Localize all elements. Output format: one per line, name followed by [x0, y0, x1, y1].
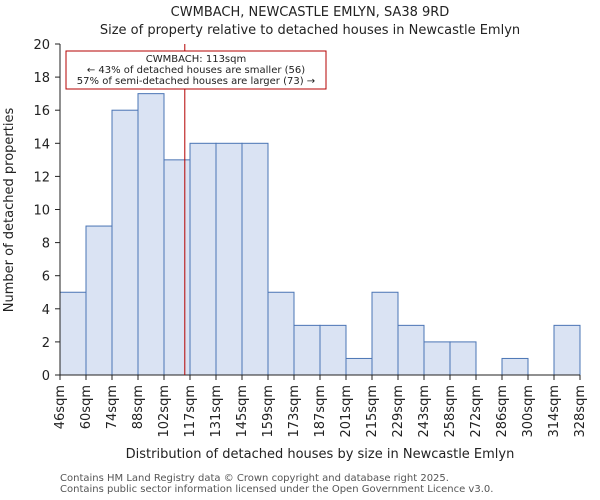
- x-tick-label: 60sqm: [79, 385, 94, 429]
- x-tick-label: 187sqm: [313, 385, 328, 438]
- bars-group: [59, 93, 581, 376]
- bar-215sqm: [371, 291, 399, 376]
- chart-subtitle: Size of property relative to detached ho…: [100, 23, 520, 38]
- bar-173sqm: [293, 324, 321, 376]
- x-tick-label: 145sqm: [235, 385, 250, 438]
- x-tick-label: 258sqm: [443, 385, 458, 438]
- annotation-line-3: 57% of semi-detached houses are larger (…: [77, 76, 315, 87]
- annotation-line-1: CWMBACH: 113sqm: [146, 54, 246, 65]
- y-tick-label: 20: [33, 38, 50, 53]
- y-tick-label: 2: [42, 336, 50, 351]
- x-tick-label: 88sqm: [131, 385, 146, 429]
- y-tick-label: 4: [42, 303, 50, 318]
- footer-copyright: Contains HM Land Registry data © Crown c…: [60, 473, 449, 484]
- x-tick-label: 201sqm: [339, 385, 354, 438]
- bar-102sqm: [163, 159, 191, 376]
- x-tick-label: 117sqm: [183, 385, 198, 438]
- bar-229sqm: [397, 324, 425, 376]
- x-axis-label: Distribution of detached houses by size …: [126, 447, 515, 462]
- x-tick-label: 243sqm: [417, 385, 432, 438]
- x-tick-label: 173sqm: [287, 385, 302, 438]
- y-axis-ticks: 0 2 4 6 8 10 12 14 16 18 20: [33, 38, 60, 384]
- bar-46sqm: [59, 291, 87, 376]
- bar-60sqm: [85, 225, 113, 376]
- x-tick-label: 300sqm: [521, 385, 536, 438]
- x-tick-label: 229sqm: [391, 385, 406, 438]
- bar-88sqm: [137, 93, 165, 376]
- bar-314sqm: [553, 324, 581, 376]
- bar-74sqm: [111, 109, 139, 376]
- x-tick-label: 46sqm: [53, 385, 68, 429]
- y-tick-label: 18: [33, 71, 50, 86]
- y-tick-label: 12: [33, 170, 50, 185]
- bar-201sqm: [345, 357, 373, 376]
- bar-258sqm: [449, 341, 477, 376]
- annotation-box: CWMBACH: 113sqm ← 43% of detached houses…: [65, 50, 327, 90]
- x-tick-label: 215sqm: [365, 385, 380, 438]
- bar-286sqm: [501, 357, 529, 376]
- bar-117sqm: [189, 142, 217, 376]
- x-tick-label: 102sqm: [157, 385, 172, 438]
- annotation-line-2: ← 43% of detached houses are smaller (56…: [87, 65, 305, 76]
- y-tick-label: 8: [42, 237, 50, 252]
- x-tick-label: 314sqm: [547, 385, 562, 438]
- y-axis-label: Number of detached properties: [2, 108, 17, 313]
- y-tick-label: 10: [33, 204, 50, 219]
- bar-131sqm: [215, 142, 243, 376]
- bar-187sqm: [319, 324, 347, 376]
- y-tick-label: 16: [33, 104, 50, 119]
- x-tick-label: 159sqm: [261, 385, 276, 438]
- x-axis-ticks: 46sqm 60sqm 74sqm 88sqm 102sqm 117sqm 131sqm 14…: [53, 375, 588, 438]
- footer-licence: Contains public sector information licen…: [60, 484, 494, 495]
- y-tick-label: 14: [33, 137, 50, 152]
- y-tick-label: 0: [42, 369, 50, 384]
- x-tick-label: 272sqm: [469, 385, 484, 438]
- bar-243sqm: [423, 341, 451, 376]
- x-tick-label: 74sqm: [105, 385, 120, 429]
- chart-title: CWMBACH, NEWCASTLE EMLYN, SA38 9RD: [171, 5, 450, 20]
- x-tick-label: 328sqm: [573, 385, 588, 438]
- x-tick-label: 286sqm: [495, 385, 510, 438]
- bar-159sqm: [267, 291, 295, 376]
- y-tick-label: 6: [42, 270, 50, 285]
- bar-145sqm: [241, 142, 269, 376]
- x-tick-label: 131sqm: [209, 385, 224, 438]
